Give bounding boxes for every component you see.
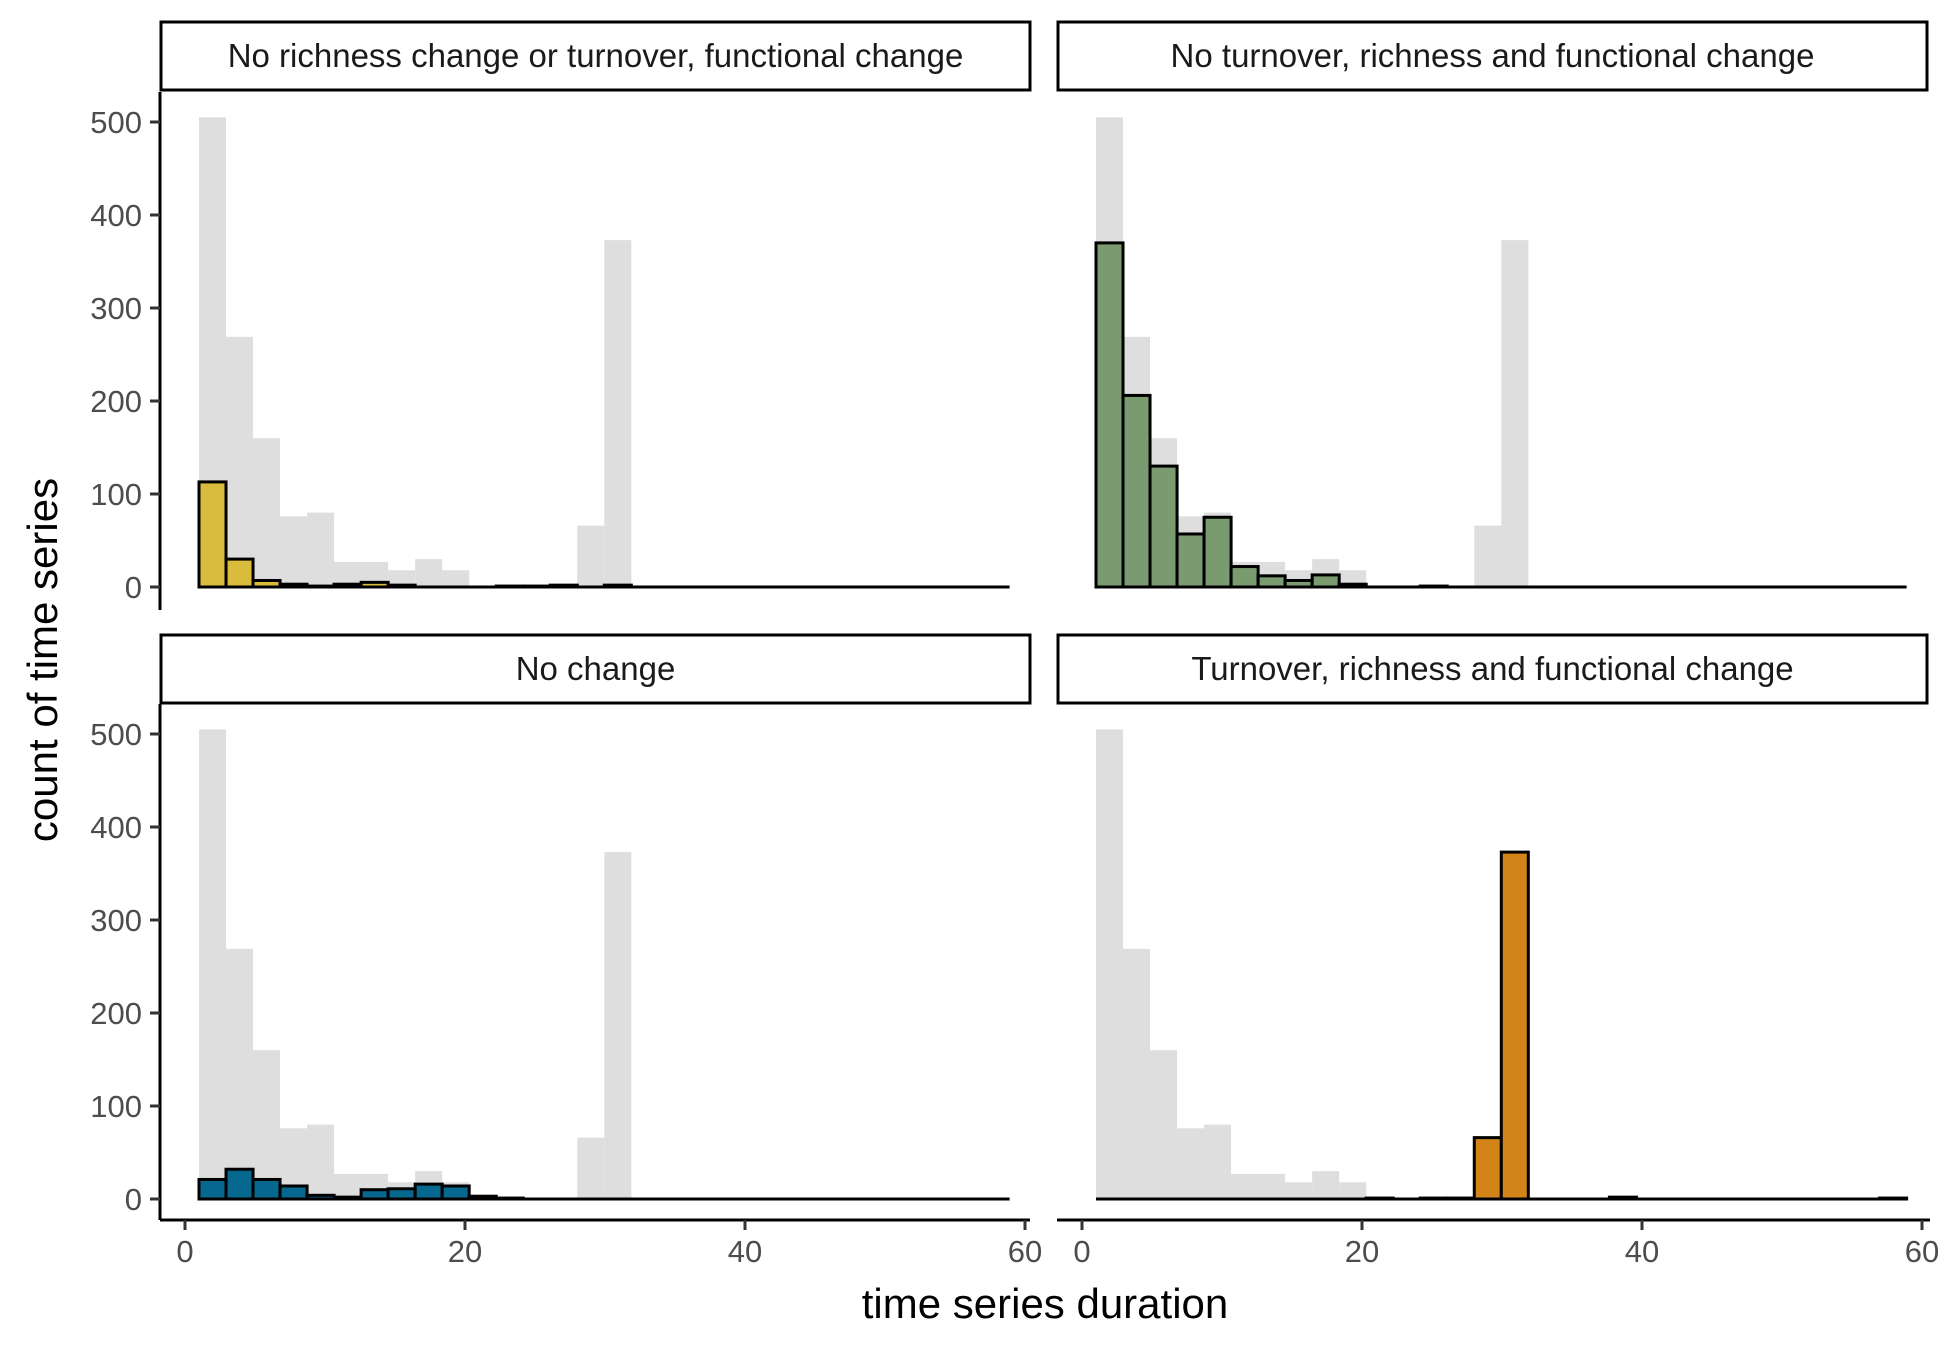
histogram-bar <box>1499 850 1530 1201</box>
background-bar <box>1501 240 1529 588</box>
facet-panel: Turnover, richness and functional change… <box>1056 633 1939 1269</box>
background-bar <box>415 559 443 587</box>
histogram-bar <box>1202 515 1233 589</box>
histogram-bar <box>197 1177 228 1201</box>
facet-strip <box>159 20 1032 92</box>
x-axis-title: time series duration <box>862 1280 1229 1327</box>
x-tick-label: 0 <box>176 1234 193 1269</box>
y-tick-label: 0 <box>125 570 142 605</box>
background-bar <box>1204 1124 1232 1199</box>
histogram-bar <box>1121 393 1152 589</box>
facet-label: No change <box>516 650 676 687</box>
histogram-bar <box>386 1187 417 1201</box>
background-bar <box>334 1173 362 1199</box>
y-tick-label: 400 <box>90 810 142 845</box>
histogram-bar <box>440 1184 471 1201</box>
y-tick-label: 200 <box>90 384 142 419</box>
histogram-bar <box>1175 532 1206 589</box>
histogram-bar <box>1310 573 1341 589</box>
background-bar <box>226 948 254 1199</box>
background-bar <box>253 438 281 587</box>
y-tick-label: 400 <box>90 198 142 233</box>
y-tick-label: 300 <box>90 291 142 326</box>
background-bar <box>1231 1173 1259 1199</box>
facet-panel: No change 0 100 200 300 400 500 0 20 40 60 <box>90 633 1042 1269</box>
facet-strip <box>159 633 1032 705</box>
y-tick-label: 100 <box>90 1089 142 1124</box>
background-bar <box>226 336 254 587</box>
background-bar <box>604 852 632 1199</box>
facets-layer: No richness change or turnover, function… <box>90 20 1939 1269</box>
facet-label: Turnover, richness and functional change <box>1191 650 1793 687</box>
background-bar <box>1474 525 1502 587</box>
background-bar <box>577 525 605 587</box>
background-bar <box>307 1124 335 1199</box>
background-bar <box>1285 1182 1313 1199</box>
histogram-bar <box>224 557 255 589</box>
histogram-bar <box>1256 574 1287 589</box>
histogram-bar <box>413 1182 444 1201</box>
background-bar <box>1339 1182 1367 1199</box>
background-bar <box>253 1050 281 1199</box>
background-bar <box>280 516 308 587</box>
y-tick-label: 200 <box>90 996 142 1031</box>
background-bar <box>199 729 227 1199</box>
background-bar <box>604 240 632 588</box>
background-bar <box>1123 948 1151 1199</box>
histogram-bar <box>278 1184 309 1201</box>
histogram-bar <box>251 1177 282 1201</box>
facet-strip <box>1056 633 1929 705</box>
facet-panel: No richness change or turnover, function… <box>90 20 1032 610</box>
histogram-bar <box>1094 241 1125 589</box>
background-bar <box>577 1137 605 1199</box>
x-tick-label: 60 <box>1008 1234 1042 1269</box>
y-tick-label: 100 <box>90 477 142 512</box>
background-bar <box>1312 1171 1340 1199</box>
x-tick-label: 40 <box>1625 1234 1659 1269</box>
facet-label: No turnover, richness and functional cha… <box>1171 37 1815 74</box>
background-bar <box>1150 1050 1178 1199</box>
facet-strip <box>1056 20 1929 92</box>
y-axis-title: count of time series <box>19 478 66 842</box>
x-tick-label: 0 <box>1073 1234 1090 1269</box>
y-tick-label: 500 <box>90 105 142 140</box>
background-bar <box>1258 1173 1286 1199</box>
x-tick-label: 20 <box>1345 1234 1379 1269</box>
x-tick-label: 60 <box>1905 1234 1939 1269</box>
background-bar <box>388 570 416 587</box>
background-bar <box>1096 729 1124 1199</box>
y-tick-label: 300 <box>90 903 142 938</box>
background-bar <box>1177 1128 1205 1199</box>
histogram-bar <box>197 480 228 589</box>
histogram-bar <box>1148 464 1179 589</box>
histogram-bar <box>1229 565 1260 589</box>
histogram-bar <box>1472 1136 1503 1201</box>
background-bar <box>307 512 335 587</box>
x-tick-label: 40 <box>728 1234 762 1269</box>
y-tick-label: 0 <box>125 1182 142 1217</box>
histogram-bar <box>224 1167 255 1201</box>
facet-label: No richness change or turnover, function… <box>228 37 964 74</box>
background-bar <box>442 570 470 587</box>
y-tick-label: 500 <box>90 717 142 752</box>
facet-panel: No turnover, richness and functional cha… <box>1056 20 1929 589</box>
x-tick-label: 20 <box>448 1234 482 1269</box>
